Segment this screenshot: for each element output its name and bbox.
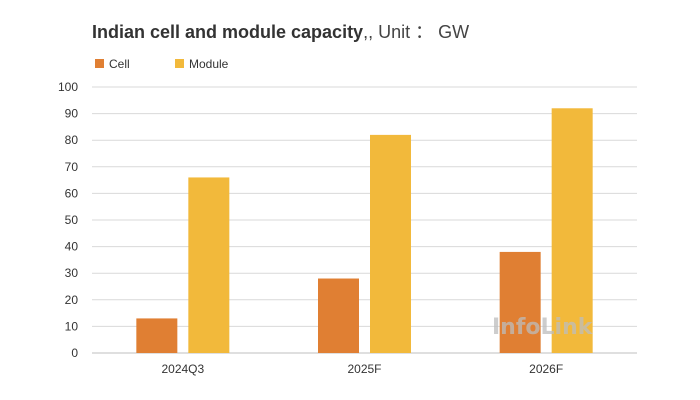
y-tick-label: 10 <box>65 319 79 333</box>
legend-label-module: Module <box>189 57 229 71</box>
x-tick-label: 2026F <box>529 362 563 376</box>
y-tick-label: 70 <box>65 160 79 174</box>
y-tick-label: 30 <box>65 266 79 280</box>
legend: Cell Module <box>95 57 229 71</box>
bar-cell-2024q3 <box>136 318 178 353</box>
x-tick-label: 2025F <box>347 362 381 376</box>
y-axis: 0 10 20 30 40 50 60 70 80 90 100 <box>58 80 78 360</box>
y-tick-label: 90 <box>65 107 79 121</box>
chart-title-main: Indian cell and module capacity <box>92 22 364 42</box>
x-axis: 2024Q3 2025F 2026F <box>161 362 563 376</box>
x-tick-label: 2024Q3 <box>161 362 204 376</box>
y-tick-label: 40 <box>65 240 79 254</box>
bar-module-2025f <box>370 134 411 353</box>
bar-cell-2025f <box>318 278 359 353</box>
y-tick-label: 50 <box>65 213 79 227</box>
legend-label-cell: Cell <box>109 57 130 71</box>
y-tick-label: 80 <box>65 133 79 147</box>
chart-title-unit: ,, Unit ： GW <box>363 22 470 42</box>
legend-swatch-cell <box>95 59 104 68</box>
y-tick-label: 60 <box>65 186 79 200</box>
y-tick-label: 0 <box>71 346 78 360</box>
legend-swatch-module <box>175 59 184 68</box>
bar-cell-2026f <box>499 251 541 353</box>
bars <box>136 108 593 353</box>
gridlines <box>92 86 637 354</box>
y-tick-label: 20 <box>65 293 79 307</box>
bar-module-2026f <box>551 108 593 353</box>
chart-title: Indian cell and module capacity,, Unit ：… <box>92 18 469 44</box>
bar-module-2024q3 <box>188 177 230 353</box>
infolink-watermark: InfoLink <box>492 315 594 340</box>
y-tick-label: 100 <box>58 80 78 94</box>
